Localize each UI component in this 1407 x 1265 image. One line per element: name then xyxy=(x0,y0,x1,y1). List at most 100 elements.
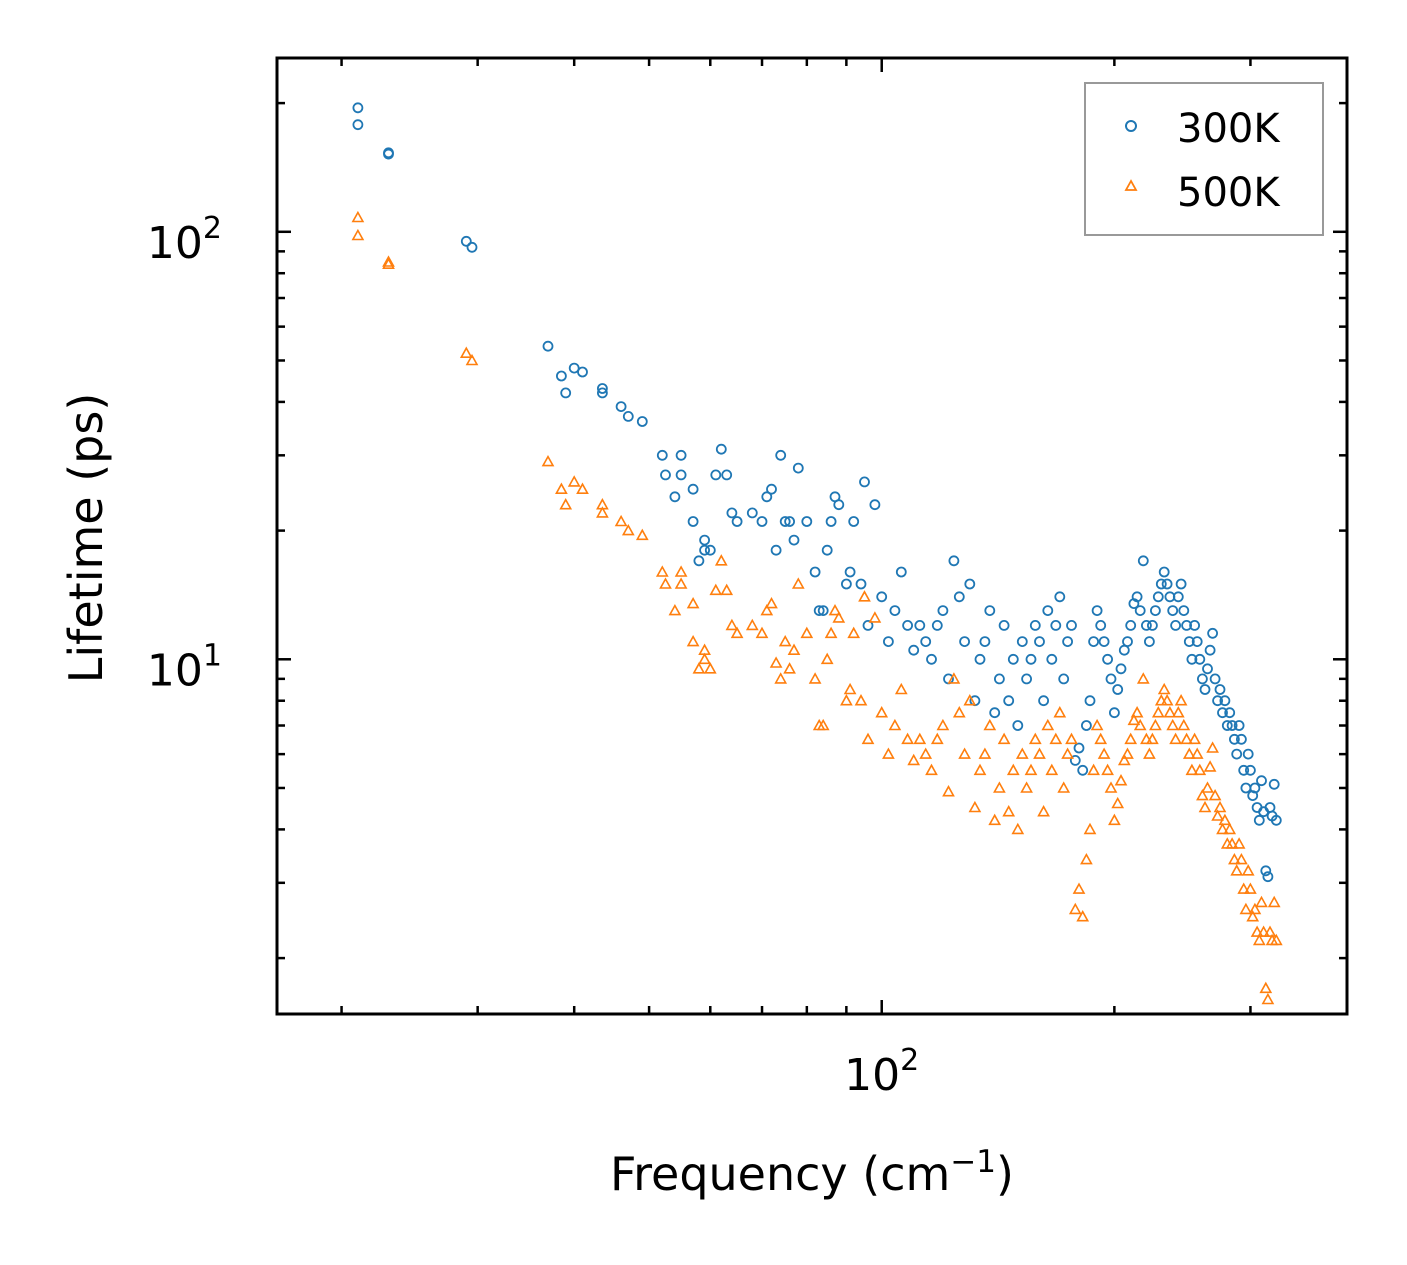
point-300k xyxy=(869,499,881,511)
legend-label-300k: 300K xyxy=(1177,106,1281,152)
point-300k xyxy=(779,516,791,527)
point-500k xyxy=(674,565,688,577)
point-500k xyxy=(541,454,555,467)
point-500k xyxy=(936,718,950,731)
point-300k xyxy=(731,516,743,527)
point-500k xyxy=(1002,805,1016,817)
point-300k xyxy=(948,555,960,567)
point-300k xyxy=(914,620,926,631)
point-500k xyxy=(351,228,365,241)
point-300k xyxy=(1229,733,1240,745)
point-500k xyxy=(703,662,717,674)
point-300k xyxy=(726,507,738,519)
point-300k xyxy=(710,469,722,481)
point-300k xyxy=(801,516,813,527)
point-300k xyxy=(1238,764,1250,776)
point-500k xyxy=(1104,781,1118,793)
point-300k xyxy=(636,416,648,427)
point-300k xyxy=(615,401,627,413)
point-500k xyxy=(847,626,861,639)
point-500k xyxy=(907,753,921,766)
point-500k xyxy=(1263,925,1277,937)
point-300k xyxy=(959,636,970,647)
point-300k xyxy=(1212,695,1223,707)
point-300k xyxy=(1233,720,1245,731)
point-300k xyxy=(844,566,856,578)
point-300k xyxy=(1084,695,1096,707)
y-tick-label: 102 xyxy=(147,211,222,269)
point-500k xyxy=(1101,763,1114,776)
point-300k xyxy=(1054,591,1066,603)
point-300k xyxy=(1172,591,1184,603)
point-500k xyxy=(714,554,728,566)
point-500k xyxy=(1045,763,1059,776)
point-300k xyxy=(1095,620,1107,631)
point-300k xyxy=(1158,566,1170,578)
point-300k xyxy=(715,443,727,455)
point-300k xyxy=(1175,578,1187,590)
point-300k xyxy=(597,383,608,394)
point-300k xyxy=(721,469,733,481)
point-300k xyxy=(792,462,804,474)
point-500k xyxy=(840,694,853,706)
point-500k xyxy=(1166,718,1180,731)
point-300k xyxy=(926,653,937,665)
point-500k xyxy=(698,652,711,665)
point-500k xyxy=(1143,747,1156,759)
point-500k xyxy=(832,611,846,623)
point-300k xyxy=(809,566,821,578)
point-300k xyxy=(1122,636,1133,647)
point-500k xyxy=(1133,718,1147,731)
point-300k xyxy=(813,605,825,616)
point-500k xyxy=(760,603,774,616)
y-tick-label: 101 xyxy=(147,638,222,696)
point-300k xyxy=(1236,733,1247,745)
point-500k xyxy=(1015,747,1029,759)
point-300k xyxy=(1199,684,1211,695)
point-500k xyxy=(621,523,635,536)
point-300k xyxy=(1069,755,1081,766)
point-500k xyxy=(655,565,669,577)
point-500k xyxy=(1151,706,1165,718)
point-500k xyxy=(1136,672,1150,684)
point-300k xyxy=(1073,742,1085,754)
point-300k xyxy=(746,507,758,519)
point-300k xyxy=(577,366,588,378)
point-500k xyxy=(1117,753,1131,766)
point-500k xyxy=(1244,882,1257,894)
point-300k xyxy=(889,605,901,616)
point-500k xyxy=(1208,788,1222,801)
point-300k xyxy=(699,544,710,556)
point-300k xyxy=(560,387,572,399)
point-300k xyxy=(660,469,671,481)
point-300k xyxy=(859,476,870,488)
point-500k xyxy=(1072,882,1086,894)
point-500k xyxy=(1180,732,1193,745)
point-300k xyxy=(1042,605,1054,616)
point-300k xyxy=(542,340,554,352)
point-500k xyxy=(1108,813,1121,826)
point-500k xyxy=(824,626,838,639)
point-300k xyxy=(1066,620,1077,631)
point-500k xyxy=(875,706,889,718)
point-500k xyxy=(725,618,739,631)
point-300k xyxy=(1144,636,1155,647)
point-500k xyxy=(783,662,796,674)
point-300k xyxy=(1137,555,1149,567)
point-500k xyxy=(808,672,822,684)
point-500k xyxy=(1011,822,1025,835)
point-300k xyxy=(974,653,986,665)
point-300k xyxy=(1098,636,1110,647)
point-500k xyxy=(1127,713,1141,726)
point-300k xyxy=(687,483,699,495)
point-500k xyxy=(1255,895,1268,908)
point-500k xyxy=(919,747,933,759)
point-500k xyxy=(894,682,908,695)
y-tick-label-exp: 1 xyxy=(203,638,222,673)
point-300k xyxy=(1194,653,1206,665)
point-500k xyxy=(1114,774,1128,786)
point-300k xyxy=(1131,591,1143,603)
point-500k xyxy=(843,682,857,695)
x-axis-label: Frequency (cm−1) xyxy=(610,1144,1014,1201)
